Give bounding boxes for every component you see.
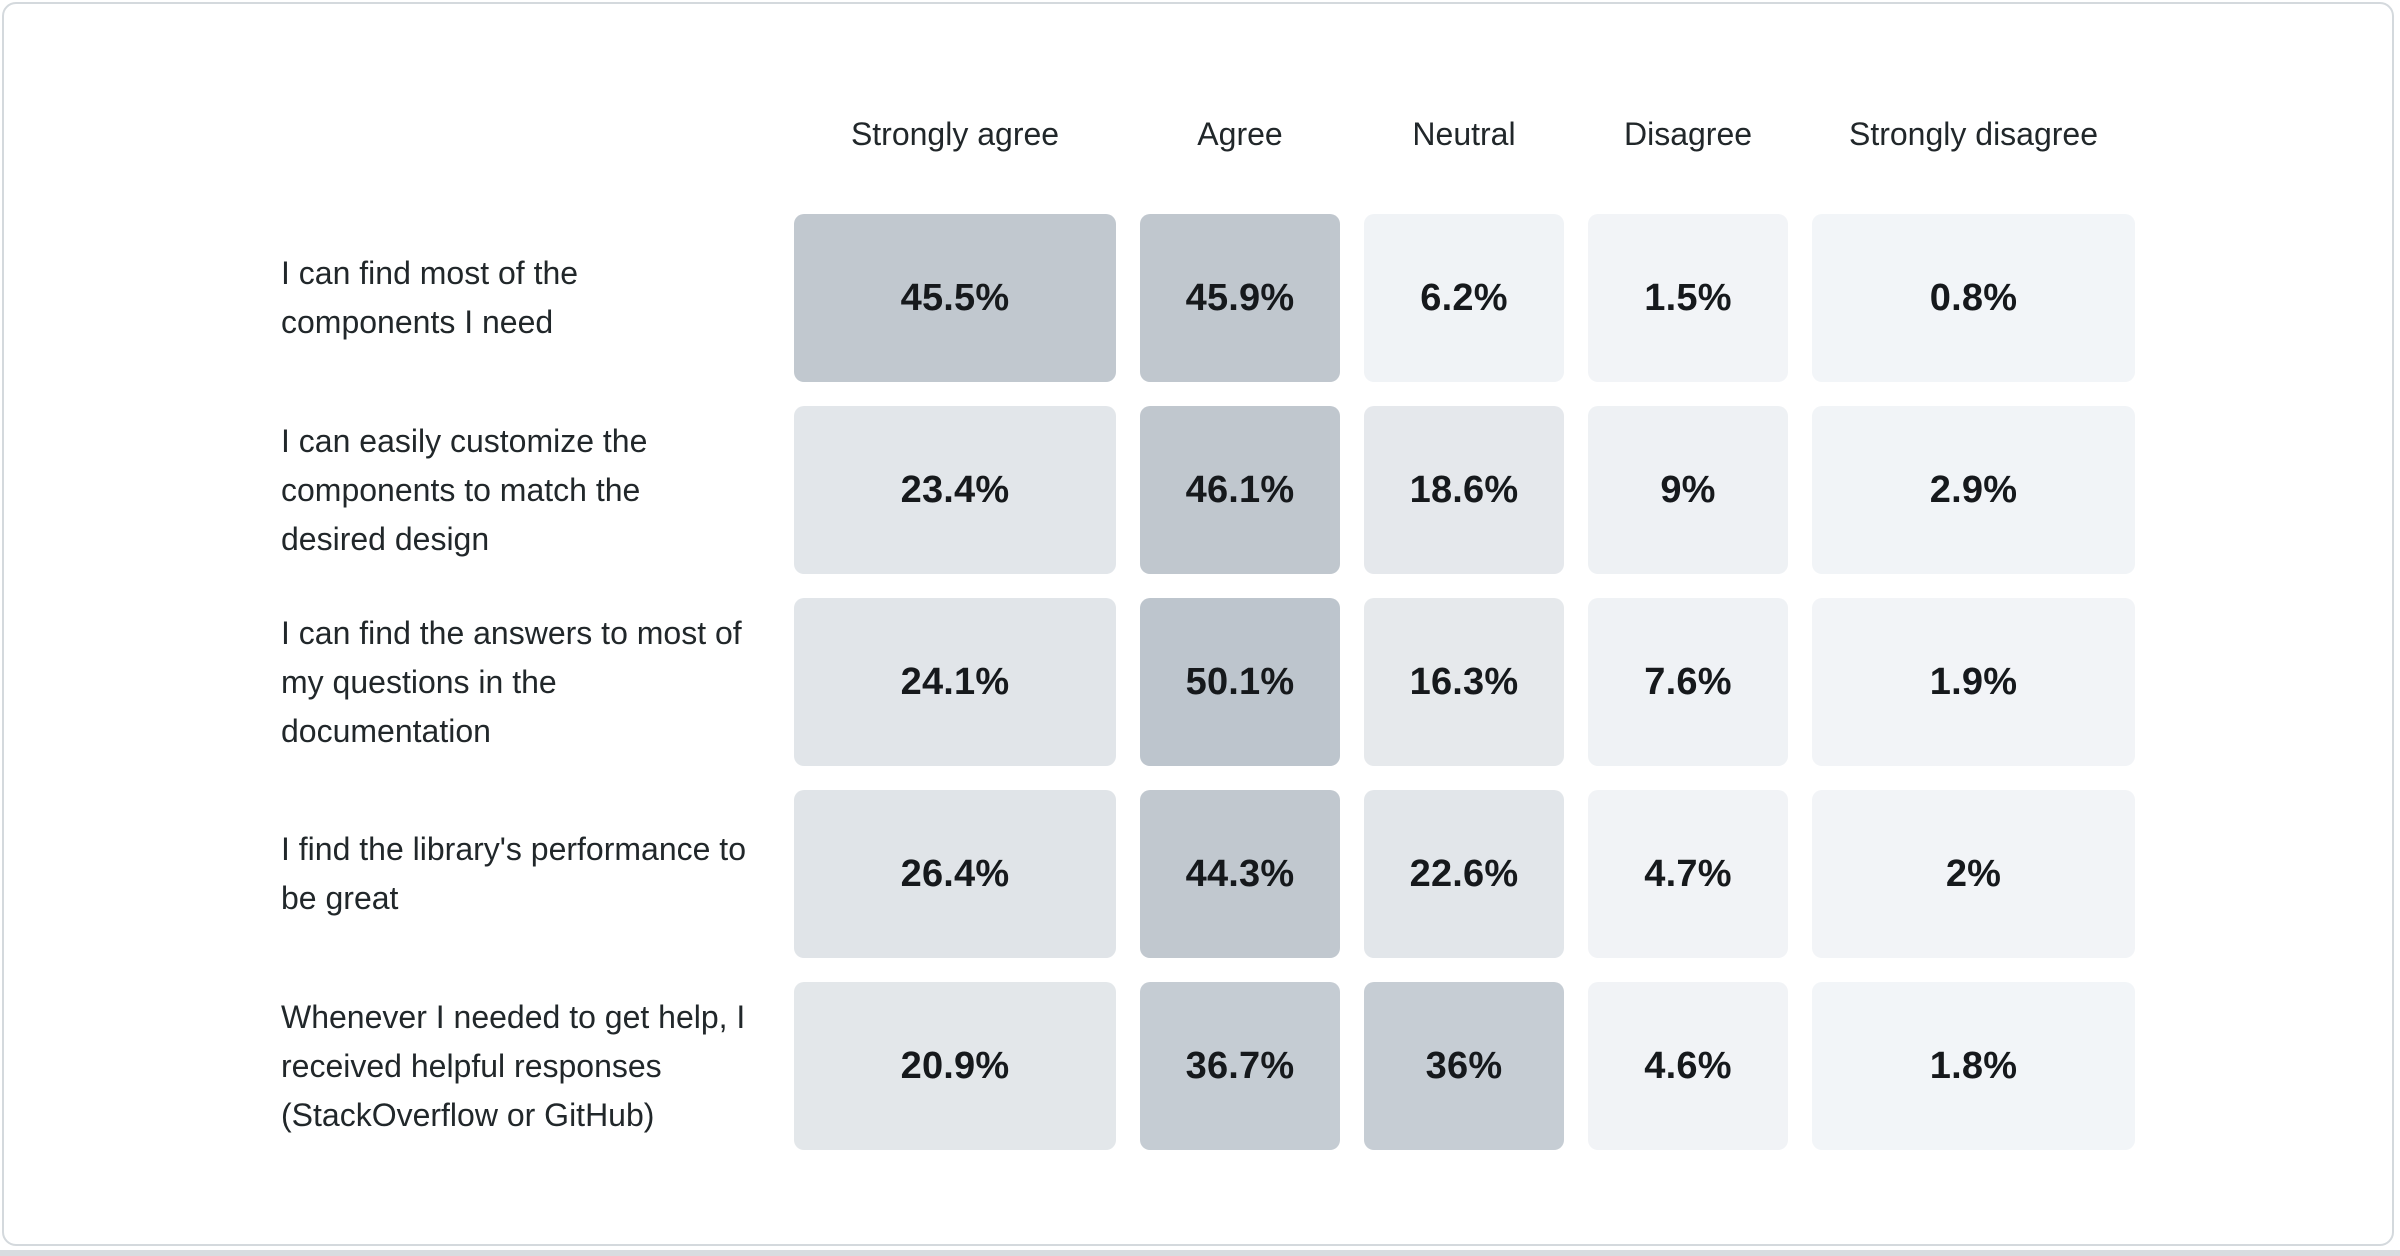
heatmap-cell: 24.1%	[794, 598, 1116, 766]
column-header-neutral: Neutral	[1412, 116, 1516, 152]
row-label: I can find the answers to most of my que…	[281, 614, 742, 749]
heatmap-cell: 26.4%	[794, 790, 1116, 958]
heatmap-cell: 44.3%	[1140, 790, 1340, 958]
heatmap-cell: 9%	[1588, 406, 1788, 574]
heatmap-cell: 1.9%	[1812, 598, 2135, 766]
heatmap-cell: 22.6%	[1364, 790, 1564, 958]
heatmap-cell: 0.8%	[1812, 214, 2135, 382]
heatmap-cell: 16.3%	[1364, 598, 1564, 766]
heatmap-cell: 18.6%	[1364, 406, 1564, 574]
heatmap-cell: 36.7%	[1140, 982, 1340, 1150]
heatmap-cell: 36%	[1364, 982, 1564, 1150]
heatmap-cell: 20.9%	[794, 982, 1116, 1150]
column-header-row: Strongly agree Agree Neutral Disagree St…	[281, 116, 2135, 152]
heatmap-cell: 45.9%	[1140, 214, 1340, 382]
heatmap-cell: 46.1%	[1140, 406, 1340, 574]
column-header-strongly-disagree: Strongly disagree	[1848, 116, 2099, 152]
row-label: I can find most of the components I need	[281, 255, 579, 340]
heatmap-cell: 4.6%	[1588, 982, 1788, 1150]
heatmap-cell: 50.1%	[1140, 598, 1340, 766]
heatmap-cell: 1.8%	[1812, 982, 2135, 1150]
heatmap-cell: 2.9%	[1812, 406, 2135, 574]
header-spacer	[281, 116, 770, 152]
row-label: Whenever I needed to get help, I receive…	[281, 998, 746, 1133]
column-header-strongly-agree: Strongly agree	[850, 116, 1060, 152]
column-header-agree: Agree	[1197, 116, 1283, 152]
row-label: I find the library's performance to be g…	[281, 831, 746, 916]
heatmap-cell: 6.2%	[1364, 214, 1564, 382]
heatmap-cell: 7.6%	[1588, 598, 1788, 766]
heatmap-table: I can find most of the components I need…	[281, 214, 2135, 1150]
heatmap-cell: 1.5%	[1588, 214, 1788, 382]
column-header-disagree: Disagree	[1623, 116, 1753, 152]
heatmap-cell: 23.4%	[794, 406, 1116, 574]
heatmap-cell: 2%	[1812, 790, 2135, 958]
row-label: I can easily customize the components to…	[281, 422, 648, 557]
heatmap-cell: 4.7%	[1588, 790, 1788, 958]
heatmap-cell: 45.5%	[794, 214, 1116, 382]
bottom-divider-strip	[0, 1250, 2400, 1256]
